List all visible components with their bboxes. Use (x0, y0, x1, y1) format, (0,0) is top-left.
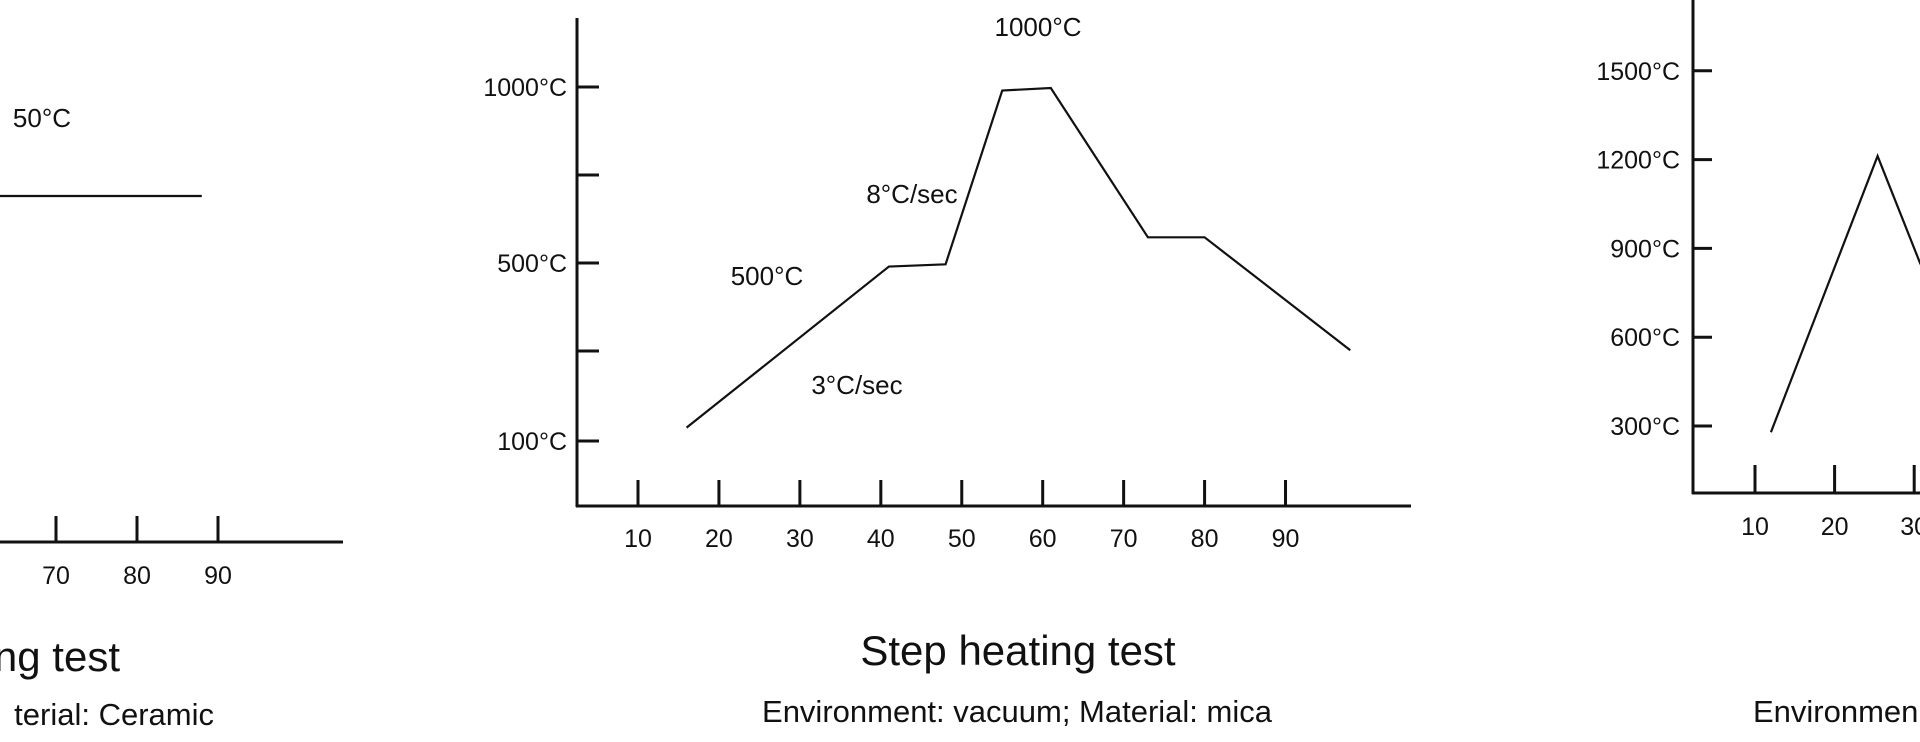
right-series-line (1769, 153, 1920, 433)
right-y-tick-label: 1500°C (1596, 58, 1680, 86)
mid-x-tick-label: 90 (1272, 525, 1300, 553)
right-y-tick-label: 1200°C (1596, 147, 1680, 175)
right-x-tick-label: 30 (1900, 513, 1920, 541)
right-x-tick-label: 20 (1821, 513, 1849, 541)
mid-x-tick-label: 80 (1191, 525, 1219, 553)
mid-chart-subtitle: Environment: vacuum; Material: mica (762, 694, 1273, 729)
left-x-tick-label: 90 (204, 562, 232, 590)
mid-x-tick-label: 50 (948, 525, 976, 553)
right-y-tick-label: 300°C (1610, 413, 1680, 441)
mid-chart-title: Step heating test (860, 627, 1176, 674)
left-annotation: 50°C (13, 103, 71, 133)
mid-annotation-peak: 1000°C (994, 12, 1081, 42)
mid-x-tick-label: 30 (786, 525, 814, 553)
mid-annotation-500: 500°C (731, 261, 804, 291)
chart-left: 70 80 90 50°C ng test terial: Ceramic (0, 103, 343, 732)
mid-annotation-rate-3: 3°C/sec (811, 370, 902, 400)
right-x-tick-label: 10 (1741, 513, 1769, 541)
mid-y-tick-label: 1000°C (483, 74, 567, 102)
left-chart-title: ng test (0, 633, 120, 680)
right-y-tick-label: 900°C (1610, 235, 1680, 263)
mid-y-tick-label: 500°C (497, 250, 567, 278)
right-y-tick-label: 600°C (1610, 324, 1680, 352)
mid-x-tick-label: 70 (1110, 525, 1138, 553)
mid-x-tick-label: 10 (624, 525, 652, 553)
left-chart-subtitle: terial: Ceramic (14, 697, 214, 732)
mid-annotation-rate-8: 8°C/sec (866, 179, 957, 209)
mid-x-tick-label: 40 (867, 525, 895, 553)
mid-x-tick-label: 60 (1029, 525, 1057, 553)
left-x-tick-label: 70 (42, 562, 70, 590)
mid-series-line (685, 86, 1351, 429)
chart-step-heating: 10 20 30 40 50 60 70 80 90 1000°C 500°C 100°C 1000°… (483, 12, 1411, 729)
mid-x-tick-label: 20 (705, 525, 733, 553)
mid-y-tick-label: 100°C (497, 428, 567, 456)
right-chart-subtitle: Environmen (1753, 694, 1918, 729)
left-x-tick-label: 80 (123, 562, 151, 590)
chart-right: 10 20 30 1500°C 1200°C 900°C 600°C 300°C Enviro… (1596, 0, 1920, 729)
